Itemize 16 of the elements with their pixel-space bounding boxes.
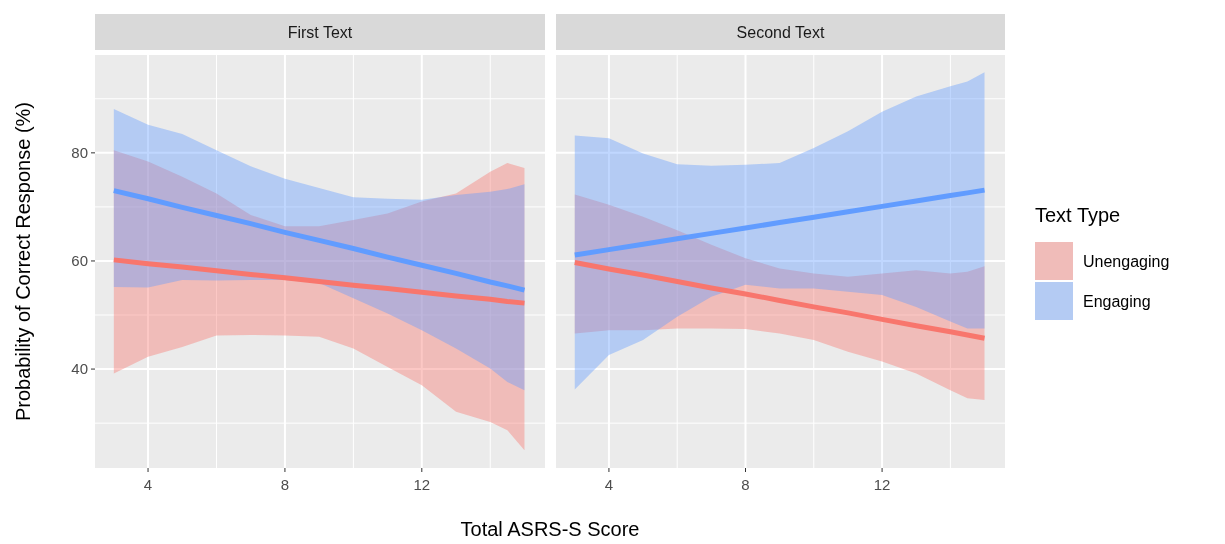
x-tick-label: 12 [873,476,891,493]
chart-title: First Text [287,24,353,41]
x-tick-label: 12 [413,476,431,493]
x-axis-title: Total ASRS-S Score [460,518,640,540]
x-tick-label: 8 [741,476,750,493]
x-tick-label: 4 [604,476,614,493]
y-tick-label: 40 [71,360,88,378]
legend-title: Text Type [1035,204,1121,226]
x-tick-label: 4 [143,476,153,493]
y-axis-title: Probability of Correct Response (%) [12,101,34,422]
chart-title: Second Text [736,24,825,41]
x-tick-label: 8 [280,476,290,493]
y-tick-label: 60 [71,251,88,269]
y-tick-label: 80 [71,143,88,161]
legend-label: Unengaging [1083,253,1170,270]
legend-label: Engaging [1083,293,1151,310]
